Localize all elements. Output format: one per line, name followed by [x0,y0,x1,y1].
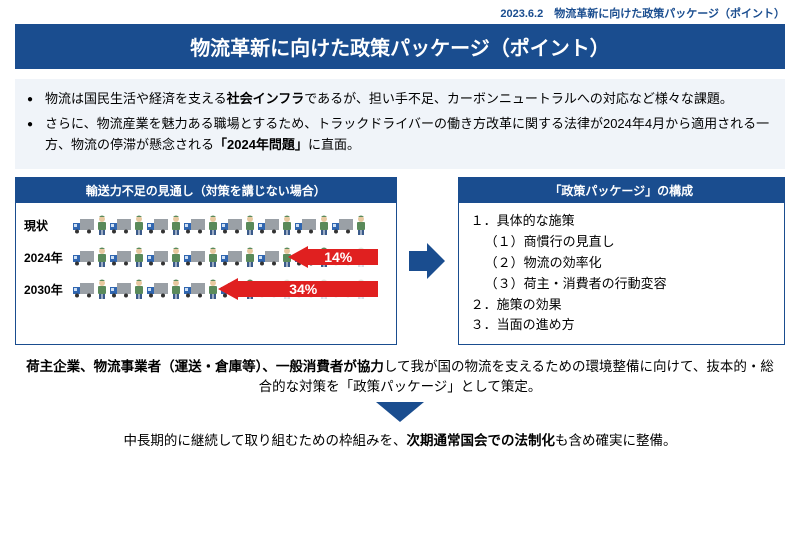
truck-worker-icon [72,215,109,235]
bt2b: 次期通常国会での法制化 [407,433,556,448]
intro-1c: であるが、担い手不足、カーボンニュートラルへの対応など様々な課題。 [304,91,733,106]
intro-2c: に直面。 [308,137,360,152]
intro-1a: 物流は国民生活や経済を支える [45,91,227,106]
truck-worker-icon [183,279,220,299]
capacity-row: 現状 [24,209,388,241]
bt1a: 荷主企業、物流事業者（運送・倉庫等）、一般消費者が協力 [26,359,384,374]
capacity-row: 2030年 [24,273,388,305]
pkg-sub-1: （１）商慣行の見直し [471,232,772,253]
truck-worker-icon [146,215,183,235]
intro-2a: さらに、物流産業を魅力ある職場とするため、トラックドライバーの働き方改革に関する… [45,116,769,152]
bottom-text-2: 中長期的に継続して取り組むための枠組みを、次期通常国会での法制化も含め確実に整備… [20,429,780,449]
truck-worker-icon [183,247,220,267]
truck-worker-icon [220,247,257,267]
package-body: １．具体的な施策 （１）商慣行の見直し （２）物流の効率化 （３）荷主・消費者の… [459,203,784,344]
intro-2b: 「2024年問題」 [214,137,308,152]
package-header: 「政策パッケージ」の構成 [459,178,784,203]
truck-worker-icon [109,279,146,299]
arrow-down-icon [0,402,800,425]
intro-bullet-2: さらに、物流産業を魅力ある職場とするため、トラックドライバーの働き方改革に関する… [27,114,773,156]
truck-worker-icon [72,247,109,267]
intro-box: 物流は国民生活や経済を支える社会インフラであるが、担い手不足、カーボンニュートラ… [15,79,785,169]
truck-worker-icon [146,247,183,267]
capacity-row-label: 2024年 [24,249,72,266]
truck-worker-icon [183,215,220,235]
package-panel: 「政策パッケージ」の構成 １．具体的な施策 （１）商慣行の見直し （２）物流の効… [458,177,785,345]
capacity-row-label: 現状 [24,217,72,234]
bottom-text-1: 荷主企業、物流事業者（運送・倉庫等）、一般消費者が協力して我が国の物流を支えるた… [20,357,780,398]
pkg-sub-2: （２）物流の効率化 [471,253,772,274]
intro-bullet-1: 物流は国民生活や経済を支える社会インフラであるが、担い手不足、カーボンニュートラ… [27,89,773,110]
truck-worker-icon [109,215,146,235]
truck-worker-icon [294,215,331,235]
bt2c: も含め確実に整備。 [555,433,677,448]
truck-worker-icon [331,215,368,235]
truck-worker-icon [72,279,109,299]
pkg-item-2: ２．施策の効果 [471,295,772,316]
decline-arrow: 34% [218,278,378,300]
pkg-sub-3: （３）荷主・消費者の行動変容 [471,274,772,295]
capacity-header: 輸送力不足の見通し（対策を講じない場合） [16,178,396,203]
truck-worker-icon [109,247,146,267]
pkg-item-1: １．具体的な施策 [471,211,772,232]
page-title: 物流革新に向けた政策パッケージ（ポイント） [15,24,785,69]
truck-worker-icon [146,279,183,299]
capacity-icons [72,215,388,235]
bt2a: 中長期的に継続して取り組むための枠組みを、 [123,433,406,448]
arrow-right-icon [405,177,450,345]
truck-worker-icon [257,215,294,235]
mid-section: 輸送力不足の見通し（対策を講じない場合） 現状 [15,177,785,345]
capacity-row: 2024年 [24,241,388,273]
decline-arrow: 14% [288,246,378,268]
truck-worker-icon [220,215,257,235]
header-date: 2023.6.2 物流革新に向けた政策パッケージ（ポイント） [0,0,800,24]
pkg-item-3: ３．当面の進め方 [471,315,772,336]
capacity-row-label: 2030年 [24,281,72,298]
intro-1b: 社会インフラ [227,91,305,106]
capacity-panel: 輸送力不足の見通し（対策を講じない場合） 現状 [15,177,397,345]
